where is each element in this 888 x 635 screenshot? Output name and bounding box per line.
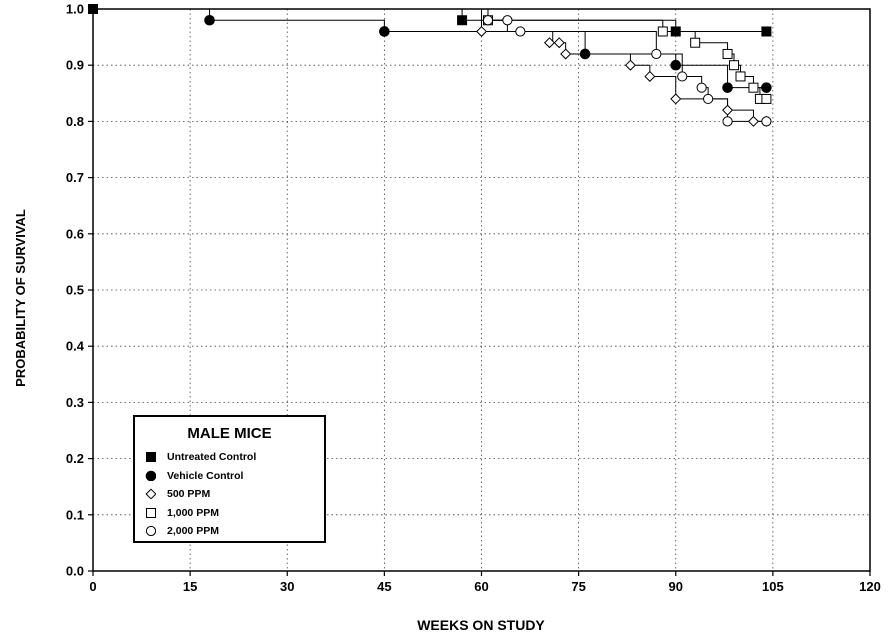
data-point-1-000-ppm bbox=[657, 26, 668, 37]
legend-marker-shape bbox=[145, 525, 156, 536]
data-point-2-000-ppm bbox=[761, 116, 772, 127]
legend-marker-shape bbox=[145, 470, 156, 481]
legend-entry-1-000-ppm: 1,000 PPM bbox=[135, 505, 324, 521]
legend-marker bbox=[145, 470, 156, 481]
legend-entry-500-ppm: 500 PPM bbox=[135, 486, 324, 502]
legend-label: 2,000 PPM bbox=[167, 525, 219, 537]
data-point-500-ppm bbox=[644, 70, 656, 82]
y-tick-label: 1.0 bbox=[66, 2, 84, 17]
data-point-vehicle-control bbox=[761, 82, 772, 93]
data-point-vehicle-control bbox=[722, 82, 733, 93]
grid-lines bbox=[93, 9, 870, 571]
series-line-vehicle-control bbox=[93, 8, 767, 89]
data-point-500-ppm bbox=[543, 37, 555, 49]
data-point-2-000-ppm bbox=[651, 48, 662, 60]
legend-label: 500 PPM bbox=[167, 488, 211, 500]
data-point-untreated-control bbox=[457, 15, 468, 26]
legend-label: Vehicle Control bbox=[167, 469, 244, 482]
x-tick-label: 45 bbox=[377, 579, 391, 594]
data-point-500-ppm bbox=[722, 104, 734, 116]
data-point-500-ppm bbox=[747, 115, 759, 127]
y-tick-label: 0.3 bbox=[66, 395, 84, 410]
legend-label: Untreated Control bbox=[167, 451, 257, 463]
legend-marker bbox=[145, 525, 156, 536]
legend: MALE MICE Untreated Control Vehicle Contr… bbox=[133, 415, 326, 543]
data-point-2-000-ppm bbox=[482, 15, 494, 26]
data-point-500-ppm bbox=[553, 37, 565, 49]
data-point-2-000-ppm bbox=[696, 82, 707, 93]
y-tick-label: 0.6 bbox=[66, 226, 84, 241]
y-tick-labels: 0.0 0.1 0.2 0.3 0.4 0.5 0.6 0.7 0.8 0.9 1.0 bbox=[66, 2, 85, 579]
data-point-1-000-ppm bbox=[748, 82, 759, 93]
series-markers bbox=[88, 4, 772, 127]
x-tick-label: 105 bbox=[762, 579, 784, 594]
data-point-500-ppm bbox=[624, 59, 636, 71]
legend-marker bbox=[145, 488, 156, 499]
y-tick-label: 0.0 bbox=[66, 564, 84, 579]
x-tick-label: 30 bbox=[280, 579, 294, 594]
data-point-2-000-ppm bbox=[722, 116, 733, 127]
x-tick-label: 60 bbox=[474, 579, 488, 594]
legend-entry-2-000-ppm: 2,000 PPM bbox=[135, 523, 324, 539]
data-point-2-000-ppm bbox=[502, 15, 513, 26]
y-tick-label: 0.8 bbox=[66, 114, 84, 129]
data-point-500-ppm bbox=[560, 48, 572, 60]
legend-marker bbox=[146, 452, 156, 462]
legend-marker-shape bbox=[145, 488, 156, 499]
y-tick-label: 0.1 bbox=[66, 507, 84, 522]
x-tick-label: 15 bbox=[183, 579, 197, 594]
data-point-untreated-control bbox=[670, 26, 681, 37]
data-point-500-ppm bbox=[475, 25, 488, 37]
data-point-2-000-ppm bbox=[703, 93, 714, 105]
x-tick-label: 90 bbox=[669, 579, 683, 594]
legend-entry-vehicle-control: Vehicle Control bbox=[135, 468, 324, 484]
data-point-vehicle-control bbox=[670, 59, 682, 71]
y-tick-label: 0.5 bbox=[66, 283, 84, 298]
series-line-2-000-ppm bbox=[93, 8, 767, 122]
data-point-1-000-ppm bbox=[735, 71, 746, 82]
data-point-500-ppm bbox=[670, 93, 682, 105]
legend-label: 1,000 PPM bbox=[167, 506, 219, 519]
y-axis-label: PROBABILITY OF SURVIVAL bbox=[13, 209, 28, 387]
legend-marker-shape bbox=[146, 452, 156, 462]
legend-marker bbox=[146, 507, 156, 518]
data-point-2-000-ppm bbox=[677, 71, 688, 82]
legend-title: MALE MICE bbox=[187, 425, 272, 442]
data-point-vehicle-control bbox=[379, 26, 390, 37]
data-point-vehicle-control bbox=[204, 14, 215, 26]
y-tick-label: 0.4 bbox=[66, 339, 85, 354]
y-tick-label: 0.7 bbox=[66, 170, 84, 185]
data-point-1-000-ppm bbox=[761, 93, 772, 104]
data-point-untreated-control bbox=[761, 26, 772, 37]
data-point-2-000-ppm bbox=[515, 26, 526, 37]
data-point-untreated-control bbox=[88, 4, 98, 14]
x-tick-label: 0 bbox=[89, 579, 96, 594]
data-point-1-000-ppm bbox=[722, 48, 733, 59]
x-tick-label: 120 bbox=[859, 579, 881, 594]
axis-ticks bbox=[88, 8, 871, 576]
y-tick-label: 0.9 bbox=[66, 58, 84, 73]
x-tick-labels: 0 15 30 45 60 75 90 105 120 bbox=[89, 579, 880, 594]
x-tick-label: 75 bbox=[571, 579, 585, 594]
y-tick-label: 0.2 bbox=[66, 451, 84, 466]
legend-entry-untreated-control: Untreated Control bbox=[135, 449, 324, 465]
x-axis-label: WEEKS ON STUDY bbox=[417, 617, 545, 633]
legend-marker-shape bbox=[146, 507, 156, 518]
data-point-1-000-ppm bbox=[690, 37, 701, 48]
data-point-vehicle-control bbox=[579, 48, 591, 60]
data-point-1-000-ppm bbox=[729, 60, 740, 71]
